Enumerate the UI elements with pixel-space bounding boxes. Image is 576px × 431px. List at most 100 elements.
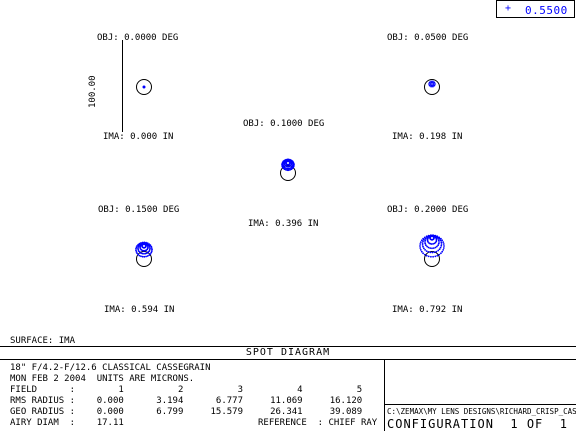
spot-ray-field-2	[432, 80, 434, 83]
spot-ray-field-5	[442, 243, 445, 245]
spot-ray-field-4	[144, 252, 147, 255]
spot-ray-field-5	[432, 243, 434, 245]
spot-ray-field-5	[430, 234, 432, 237]
spot-ray-field-3	[289, 168, 291, 171]
spot-ray-field-5	[436, 254, 439, 257]
spot-ray-field-5	[426, 239, 429, 242]
spot-ray-field-5	[429, 251, 432, 254]
spot-ray-field-4	[137, 243, 140, 246]
spot-ray-field-5	[425, 250, 428, 253]
spot-ray-field-5	[435, 250, 438, 253]
spot-ray-field-2	[430, 81, 433, 84]
spot-ray-field-4	[149, 244, 152, 247]
spot-ray-field-2	[433, 84, 436, 87]
spot-ray-field-5	[437, 239, 440, 242]
spot-ray-field-5	[420, 250, 423, 253]
spot-ray-field-3	[285, 158, 287, 161]
spot-ray-field-4	[141, 252, 144, 255]
spot-ray-field-5	[438, 248, 441, 251]
spot-ray-field-5	[419, 243, 422, 245]
field-2-obj-label: OBJ: 0.0500 DEG	[387, 33, 469, 43]
field-4-obj-label: OBJ: 0.1500 DEG	[98, 205, 180, 215]
spot-ray-field-2	[432, 85, 434, 88]
diagram-title: SPOT DIAGRAM	[245, 347, 331, 358]
spot-ray-field-4	[148, 243, 151, 246]
spot-ray-field-5	[440, 243, 443, 245]
spot-ray-field-3	[286, 169, 289, 172]
spot-ray-field-5	[431, 247, 433, 250]
configuration-label: CONFIGURATION 1 OF 1	[387, 417, 568, 431]
spot-ray-field-5	[420, 239, 423, 242]
spot-ray-field-5	[434, 234, 437, 237]
spot-ray-field-3	[287, 158, 290, 161]
spot-ray-field-5	[419, 249, 422, 251]
spot-ray-field-4	[148, 254, 151, 256]
spot-ray-field-5	[433, 251, 436, 254]
spot-ray-field-5	[441, 250, 444, 253]
divider-vertical	[384, 359, 385, 431]
surface-label: SURFACE: IMA	[10, 336, 76, 346]
spot-ray-field-4	[151, 248, 153, 251]
spot-ray-field-5	[434, 255, 437, 258]
spot-ray-field-5	[419, 241, 422, 244]
spot-ray-field-4	[146, 242, 149, 245]
spot-ray-field-2	[431, 81, 434, 84]
spot-ray-field-5	[442, 249, 445, 251]
spot-ray-field-5	[422, 240, 424, 243]
spot-ray-field-5	[424, 242, 427, 245]
spot-ray-field-5	[429, 247, 432, 250]
spot-ray-field-5	[422, 237, 424, 240]
spot-ray-field-4	[138, 242, 141, 245]
spot-ray-field-4	[137, 247, 139, 250]
spot-ray-field-5	[426, 245, 428, 248]
field-1-obj-label: OBJ: 0.0000 DEG	[97, 33, 179, 43]
spot-ray-field-4	[137, 248, 140, 251]
spot-ray-field-3	[286, 167, 289, 170]
spot-ray-field-5	[432, 247, 435, 250]
spot-ray-field-4	[143, 252, 145, 255]
spot-ray-field-4	[146, 252, 148, 255]
airy-disk-field-1	[136, 79, 152, 95]
spot-ray-field-5	[431, 251, 434, 254]
spot-ray-field-5	[440, 252, 442, 255]
spot-ray-field-3	[287, 167, 290, 170]
spot-ray-field-5	[432, 255, 434, 258]
spot-ray-field-4	[141, 255, 144, 258]
spot-ray-field-2	[434, 83, 436, 85]
spot-ray-field-4	[144, 249, 146, 252]
spot-ray-field-5	[419, 247, 422, 249]
spot-ray-field-5	[421, 244, 424, 246]
spot-ray-field-4	[136, 252, 139, 255]
divider-top	[0, 346, 576, 347]
spot-ray-field-5	[440, 244, 443, 247]
spot-ray-field-4	[149, 247, 151, 250]
wavelength-marker-icon: +	[505, 3, 512, 14]
spot-ray-field-4	[150, 245, 153, 248]
spot-ray-field-5	[422, 252, 424, 255]
spot-ray-field-2	[433, 81, 436, 84]
spot-ray-field-5	[441, 239, 444, 242]
spot-ray-field-5	[438, 241, 440, 243]
spot-ray-field-4	[137, 253, 140, 256]
spot-ray-field-5	[421, 242, 424, 245]
spot-ray-field-5	[439, 246, 442, 249]
spot-ray-field-5	[438, 236, 441, 239]
spot-ray-field-4	[143, 241, 146, 244]
airy-disk-field-5	[424, 251, 440, 267]
spot-ray-field-4	[136, 245, 139, 247]
spot-ray-field-2	[428, 83, 430, 85]
spot-ray-field-4	[141, 241, 144, 244]
spot-ray-field-5	[427, 255, 430, 258]
spot-ray-field-4	[143, 255, 146, 258]
spot-ray-field-3	[289, 167, 291, 170]
spot-ray-field-4	[150, 251, 153, 254]
spot-ray-field-4	[135, 251, 138, 253]
spot-ray-field-4	[135, 249, 137, 252]
spot-ray-field-5	[437, 244, 439, 247]
spot-ray-field-4	[135, 247, 137, 250]
spot-ray-field-5	[422, 245, 424, 248]
field-4-ima-label: IMA: 0.594 IN	[104, 305, 175, 315]
spot-ray-field-5	[425, 235, 428, 238]
spot-ray-field-5	[427, 251, 430, 253]
info-field-row: FIELD : 1 2 3 4 5	[10, 385, 363, 395]
